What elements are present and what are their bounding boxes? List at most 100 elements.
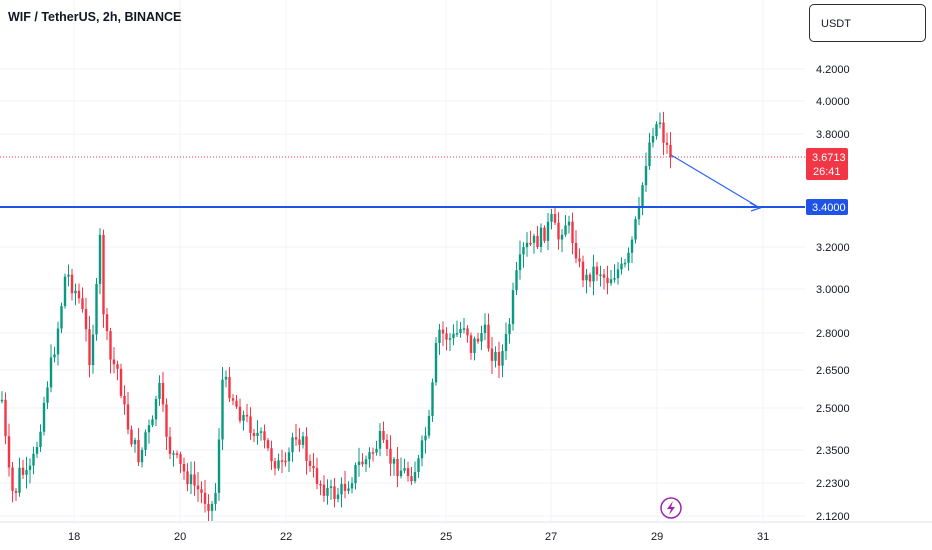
candle-body <box>480 333 483 342</box>
candle-body <box>364 459 368 465</box>
grid-horizontal <box>0 68 805 517</box>
candle-body <box>263 431 266 441</box>
candle-body <box>630 239 634 253</box>
candle-body <box>501 350 504 366</box>
candle-body <box>375 448 378 453</box>
candle-body <box>179 454 182 464</box>
candle-body <box>298 439 301 445</box>
current-price-tag: 3.6713 26:41 <box>806 148 848 180</box>
candle-body <box>522 247 525 255</box>
candle-body <box>207 503 210 511</box>
time-label: 29 <box>651 531 663 543</box>
candle-body <box>413 472 417 482</box>
candle-body <box>210 503 214 511</box>
candle-body <box>249 416 252 433</box>
candle-body <box>168 436 172 454</box>
candle-body <box>469 335 473 353</box>
candle-body <box>441 329 445 334</box>
chart-title: WIF / TetherUS, 2h, BINANCE <box>8 10 182 24</box>
currency-button[interactable]: USDT <box>809 4 926 42</box>
candle-body <box>18 467 21 493</box>
candle-body <box>553 213 557 223</box>
candle-body <box>245 414 249 417</box>
candle-body <box>543 227 546 241</box>
candle-body <box>182 463 186 472</box>
candle-body <box>385 439 389 449</box>
candle-body <box>651 136 655 143</box>
candle-body <box>32 453 35 466</box>
candle-body <box>662 122 665 143</box>
candle-body <box>98 234 102 284</box>
candlestick-series <box>0 111 672 521</box>
candle-body <box>494 351 497 361</box>
candle-body <box>305 436 308 461</box>
candle-body <box>347 488 350 491</box>
candle-body <box>378 431 382 449</box>
candle-body <box>84 309 88 330</box>
candle-body <box>455 333 459 335</box>
time-label: 20 <box>174 531 186 543</box>
candle-body <box>634 219 637 240</box>
candle-body <box>389 448 392 464</box>
candle-body <box>273 461 277 469</box>
candle-body <box>25 470 28 475</box>
price-tick: 2.8000 <box>816 328 850 340</box>
price-axis: 4.2000 4.0000 3.8000 3.2000 3.0000 2.800… <box>816 64 850 523</box>
candle-body <box>56 328 60 355</box>
candle-body <box>578 258 581 262</box>
candle-body <box>105 314 109 332</box>
candle-body <box>301 436 305 445</box>
trend-arrow-icon[interactable] <box>670 154 762 212</box>
candle-body <box>515 270 518 291</box>
candle-body <box>623 262 627 265</box>
candle-body <box>644 166 648 186</box>
candle-body <box>571 221 574 243</box>
candle-body <box>483 324 487 334</box>
time-label: 25 <box>440 531 452 543</box>
candle-body <box>431 382 434 416</box>
candle-body <box>140 449 144 463</box>
candle-body <box>280 460 284 462</box>
lightning-icon[interactable] <box>660 497 682 519</box>
candle-body <box>546 221 550 241</box>
candle-body <box>340 483 343 495</box>
candle-body <box>217 439 221 493</box>
candle-body <box>60 306 63 329</box>
candle-body <box>49 357 53 388</box>
candle-body <box>473 338 476 353</box>
time-label: 27 <box>545 531 557 543</box>
candle-body <box>368 452 371 460</box>
candle-body <box>81 298 84 310</box>
candle-body <box>14 490 18 493</box>
candle-body <box>585 274 588 281</box>
candle-body <box>329 486 333 488</box>
candle-body <box>228 376 231 399</box>
candle-body <box>627 252 630 263</box>
candle-body <box>186 471 189 485</box>
candle-body <box>504 334 508 351</box>
candle-body <box>144 432 147 450</box>
candle-body <box>7 436 11 468</box>
candle-body <box>238 406 242 421</box>
candle-body <box>95 283 98 335</box>
candle-body <box>326 487 329 496</box>
candle-body <box>518 254 522 271</box>
candle-body <box>490 348 494 361</box>
candle-body <box>567 221 571 226</box>
current-price-value: 3.6713 <box>812 152 846 164</box>
candle-body <box>592 266 595 282</box>
candle-body <box>536 235 539 247</box>
candle-body <box>147 425 151 433</box>
candle-body <box>154 398 158 420</box>
candle-body <box>39 431 42 448</box>
candle-body <box>459 329 462 334</box>
candle-body <box>410 476 413 482</box>
candle-body <box>137 439 140 463</box>
candle-body <box>294 437 298 440</box>
candle-body <box>242 414 245 421</box>
candle-body <box>599 274 602 277</box>
candle-body <box>70 274 74 294</box>
candle-body <box>665 142 669 145</box>
candle-body <box>67 274 70 277</box>
